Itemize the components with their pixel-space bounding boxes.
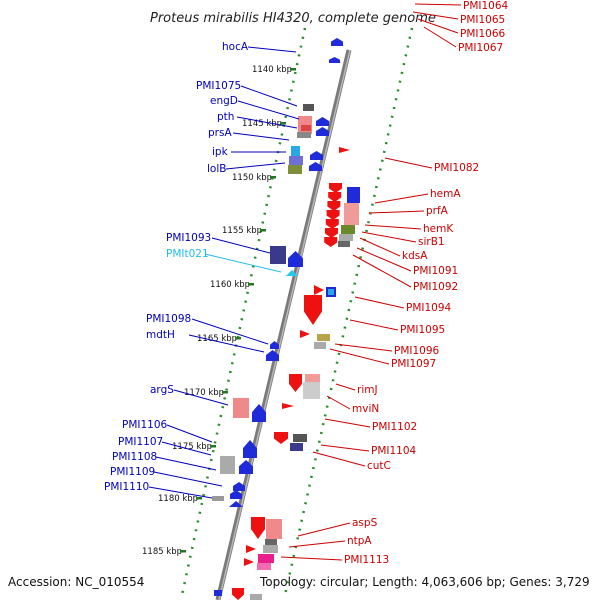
gene-label-pmi1067[interactable]: PMI1067 [458, 42, 503, 54]
gene-label-pmi1096[interactable]: PMI1096 [394, 345, 440, 357]
gene-label-pmi1113[interactable]: PMI1113 [344, 554, 389, 566]
scale-mark-1155-kbp: 1155 kbp [222, 226, 262, 236]
topology-text: Topology: circular; Length: 4,063,606 bp… [259, 575, 590, 589]
scale-mark-1140-kbp: 1140 kbp [252, 65, 292, 75]
gene-label-pmi1091[interactable]: PMI1091 [413, 265, 458, 277]
gene-label-kdsa[interactable]: kdsA [402, 250, 428, 262]
scale-mark-1180-kbp: 1180 kbp [158, 494, 198, 504]
gene-label-pmi1104[interactable]: PMI1104 [371, 445, 417, 457]
genome-backbone [215, 49, 352, 600]
gene-label-pmi1082[interactable]: PMI1082 [434, 162, 479, 174]
gene-label-prsa[interactable]: prsA [208, 127, 232, 139]
gene-label-pmi1092[interactable]: PMI1092 [413, 281, 458, 293]
gene-label-pmit021[interactable]: PMIt021 [166, 248, 209, 260]
gene-label-pmi1065[interactable]: PMI1065 [460, 14, 505, 26]
gene-label-pmi1095[interactable]: PMI1095 [400, 324, 445, 336]
gene-label-mvin[interactable]: mviN [352, 403, 379, 415]
scale-mark-1185-kbp: 1185 kbp [142, 547, 182, 557]
gene-label-ntpa[interactable]: ntpA [347, 535, 372, 547]
gene-label-pmi1102[interactable]: PMI1102 [372, 421, 417, 433]
gene-label-sirb1[interactable]: sirB1 [418, 236, 445, 248]
gene-label-args[interactable]: argS [150, 384, 174, 396]
scale-mark-1175-kbp: 1175 kbp [172, 442, 212, 452]
gene-label-hoca[interactable]: hocA [222, 41, 249, 53]
gene-label-asps[interactable]: aspS [352, 517, 378, 529]
scale-marks: 1140 kbp 1145 kbp 1150 kbp 1155 kbp 1160 kbp… [142, 65, 296, 557]
gene-label-pmi1066[interactable]: PMI1066 [460, 28, 506, 40]
gene-label-pmi1075[interactable]: PMI1075 [196, 80, 241, 92]
gene-label-lolb[interactable]: lolB [207, 163, 226, 175]
gene-label-mdth[interactable]: mdtH [146, 329, 175, 341]
gene-label-hema[interactable]: hemA [430, 188, 461, 200]
gene-label-hemk[interactable]: hemK [423, 223, 454, 235]
accession-text: Accession: NC_010554 [8, 575, 144, 589]
scale-mark-1145-kbp: 1145 kbp [242, 119, 282, 129]
gene-label-cutc[interactable]: cutC [367, 460, 391, 472]
gene-label-ipk[interactable]: ipk [212, 146, 229, 158]
gene-label-pmi1107[interactable]: PMI1107 [118, 436, 163, 448]
gene-labels: hocA PMI1075 engD pth prsA ipk lolB PMI1093 PMIt… [104, 0, 509, 566]
scale-mark-1160-kbp: 1160 kbp [210, 280, 250, 290]
gene-label-prfa[interactable]: prfA [426, 205, 449, 217]
gene-features [212, 38, 360, 600]
gene-label-rimj[interactable]: rimJ [357, 384, 378, 396]
gene-label-pmi1110[interactable]: PMI1110 [104, 481, 149, 493]
gene-label-engd[interactable]: engD [210, 95, 238, 107]
label-leaders [148, 3, 462, 561]
gene-label-pmi1094[interactable]: PMI1094 [406, 302, 452, 314]
gene-label-pmi1097[interactable]: PMI1097 [391, 358, 436, 370]
gene-label-pmi1093[interactable]: PMI1093 [166, 232, 211, 244]
gene-label-pmi1108[interactable]: PMI1108 [112, 451, 157, 463]
scale-mark-1150-kbp: 1150 kbp [232, 173, 272, 183]
gene-label-pmi1064[interactable]: PMI1064 [463, 0, 509, 12]
scale-mark-1165-kbp: 1165 kbp [197, 334, 237, 344]
gene-label-pmi1098[interactable]: PMI1098 [146, 313, 191, 325]
gene-label-pth[interactable]: pth [217, 111, 234, 123]
gene-label-pmi1109[interactable]: PMI1109 [110, 466, 155, 478]
gene-label-pmi1106[interactable]: PMI1106 [122, 419, 168, 431]
scale-mark-1170-kbp: 1170 kbp [184, 388, 224, 398]
map-title: Proteus mirabilis HI4320, complete genom… [150, 11, 436, 26]
